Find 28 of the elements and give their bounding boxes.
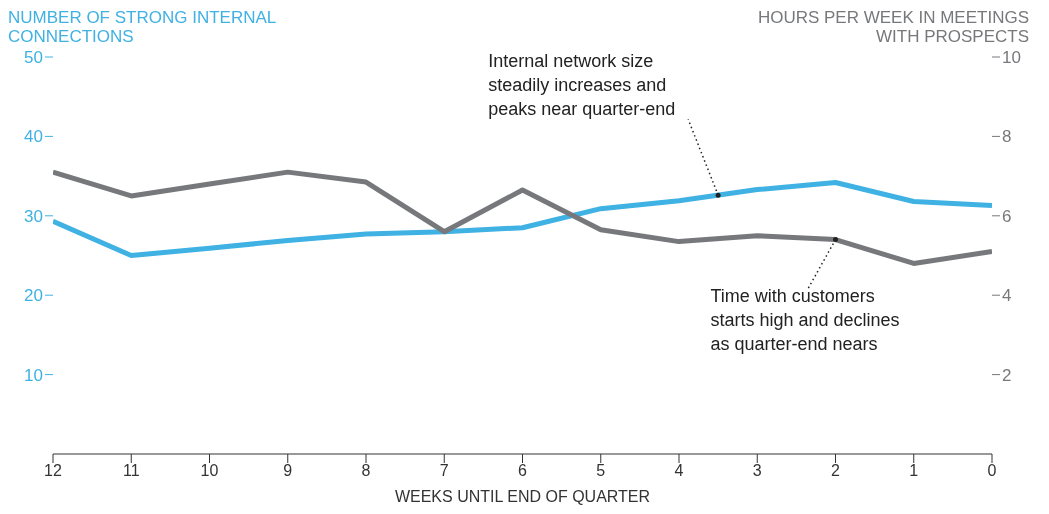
y2-axis-title: HOURS PER WEEK IN MEETINGS WITH PROSPECTS [757,8,1029,46]
y-tick-label: 30 [24,206,43,226]
x-tick-label: 1 [909,462,919,480]
y-tick-label: 10 [24,365,43,385]
x-tick-label: 12 [44,462,62,480]
y2-tick-label: 4 [1002,286,1012,306]
y-tick-label: 50 [24,48,43,68]
y-tick-label: 20 [24,286,43,306]
x-tick-label: 4 [674,462,684,480]
x-tick-label: 7 [439,462,449,480]
y2-tick-label: 2 [1002,365,1012,385]
y2-tick-label: 6 [1002,206,1012,226]
y-axis-title: NUMBER OF STRONG INTERNAL CONNECTIONS [8,8,277,46]
y2-tick-label: 10 [1002,48,1021,68]
x-axis-title: WEEKS UNTIL END OF QUARTER [394,488,651,505]
x-tick-label: 3 [752,462,762,480]
x-tick-label: 5 [596,462,606,480]
x-tick-label: 11 [122,462,140,480]
annotation: Time with customers starts high and declines as quarter-end nears [710,285,900,354]
x-tick-label: 0 [987,462,997,480]
x-tick-label: 8 [361,462,371,480]
x-tick-label: 2 [831,462,841,480]
x-tick-label: 10 [200,462,219,480]
x-tick-label: 6 [518,462,528,480]
annotation: Internal network size steadily increases and peaks near quarter-end [488,51,676,120]
y-tick-label: 40 [24,127,43,147]
y2-tick-label: 8 [1002,127,1012,147]
x-tick-label: 9 [283,462,293,480]
